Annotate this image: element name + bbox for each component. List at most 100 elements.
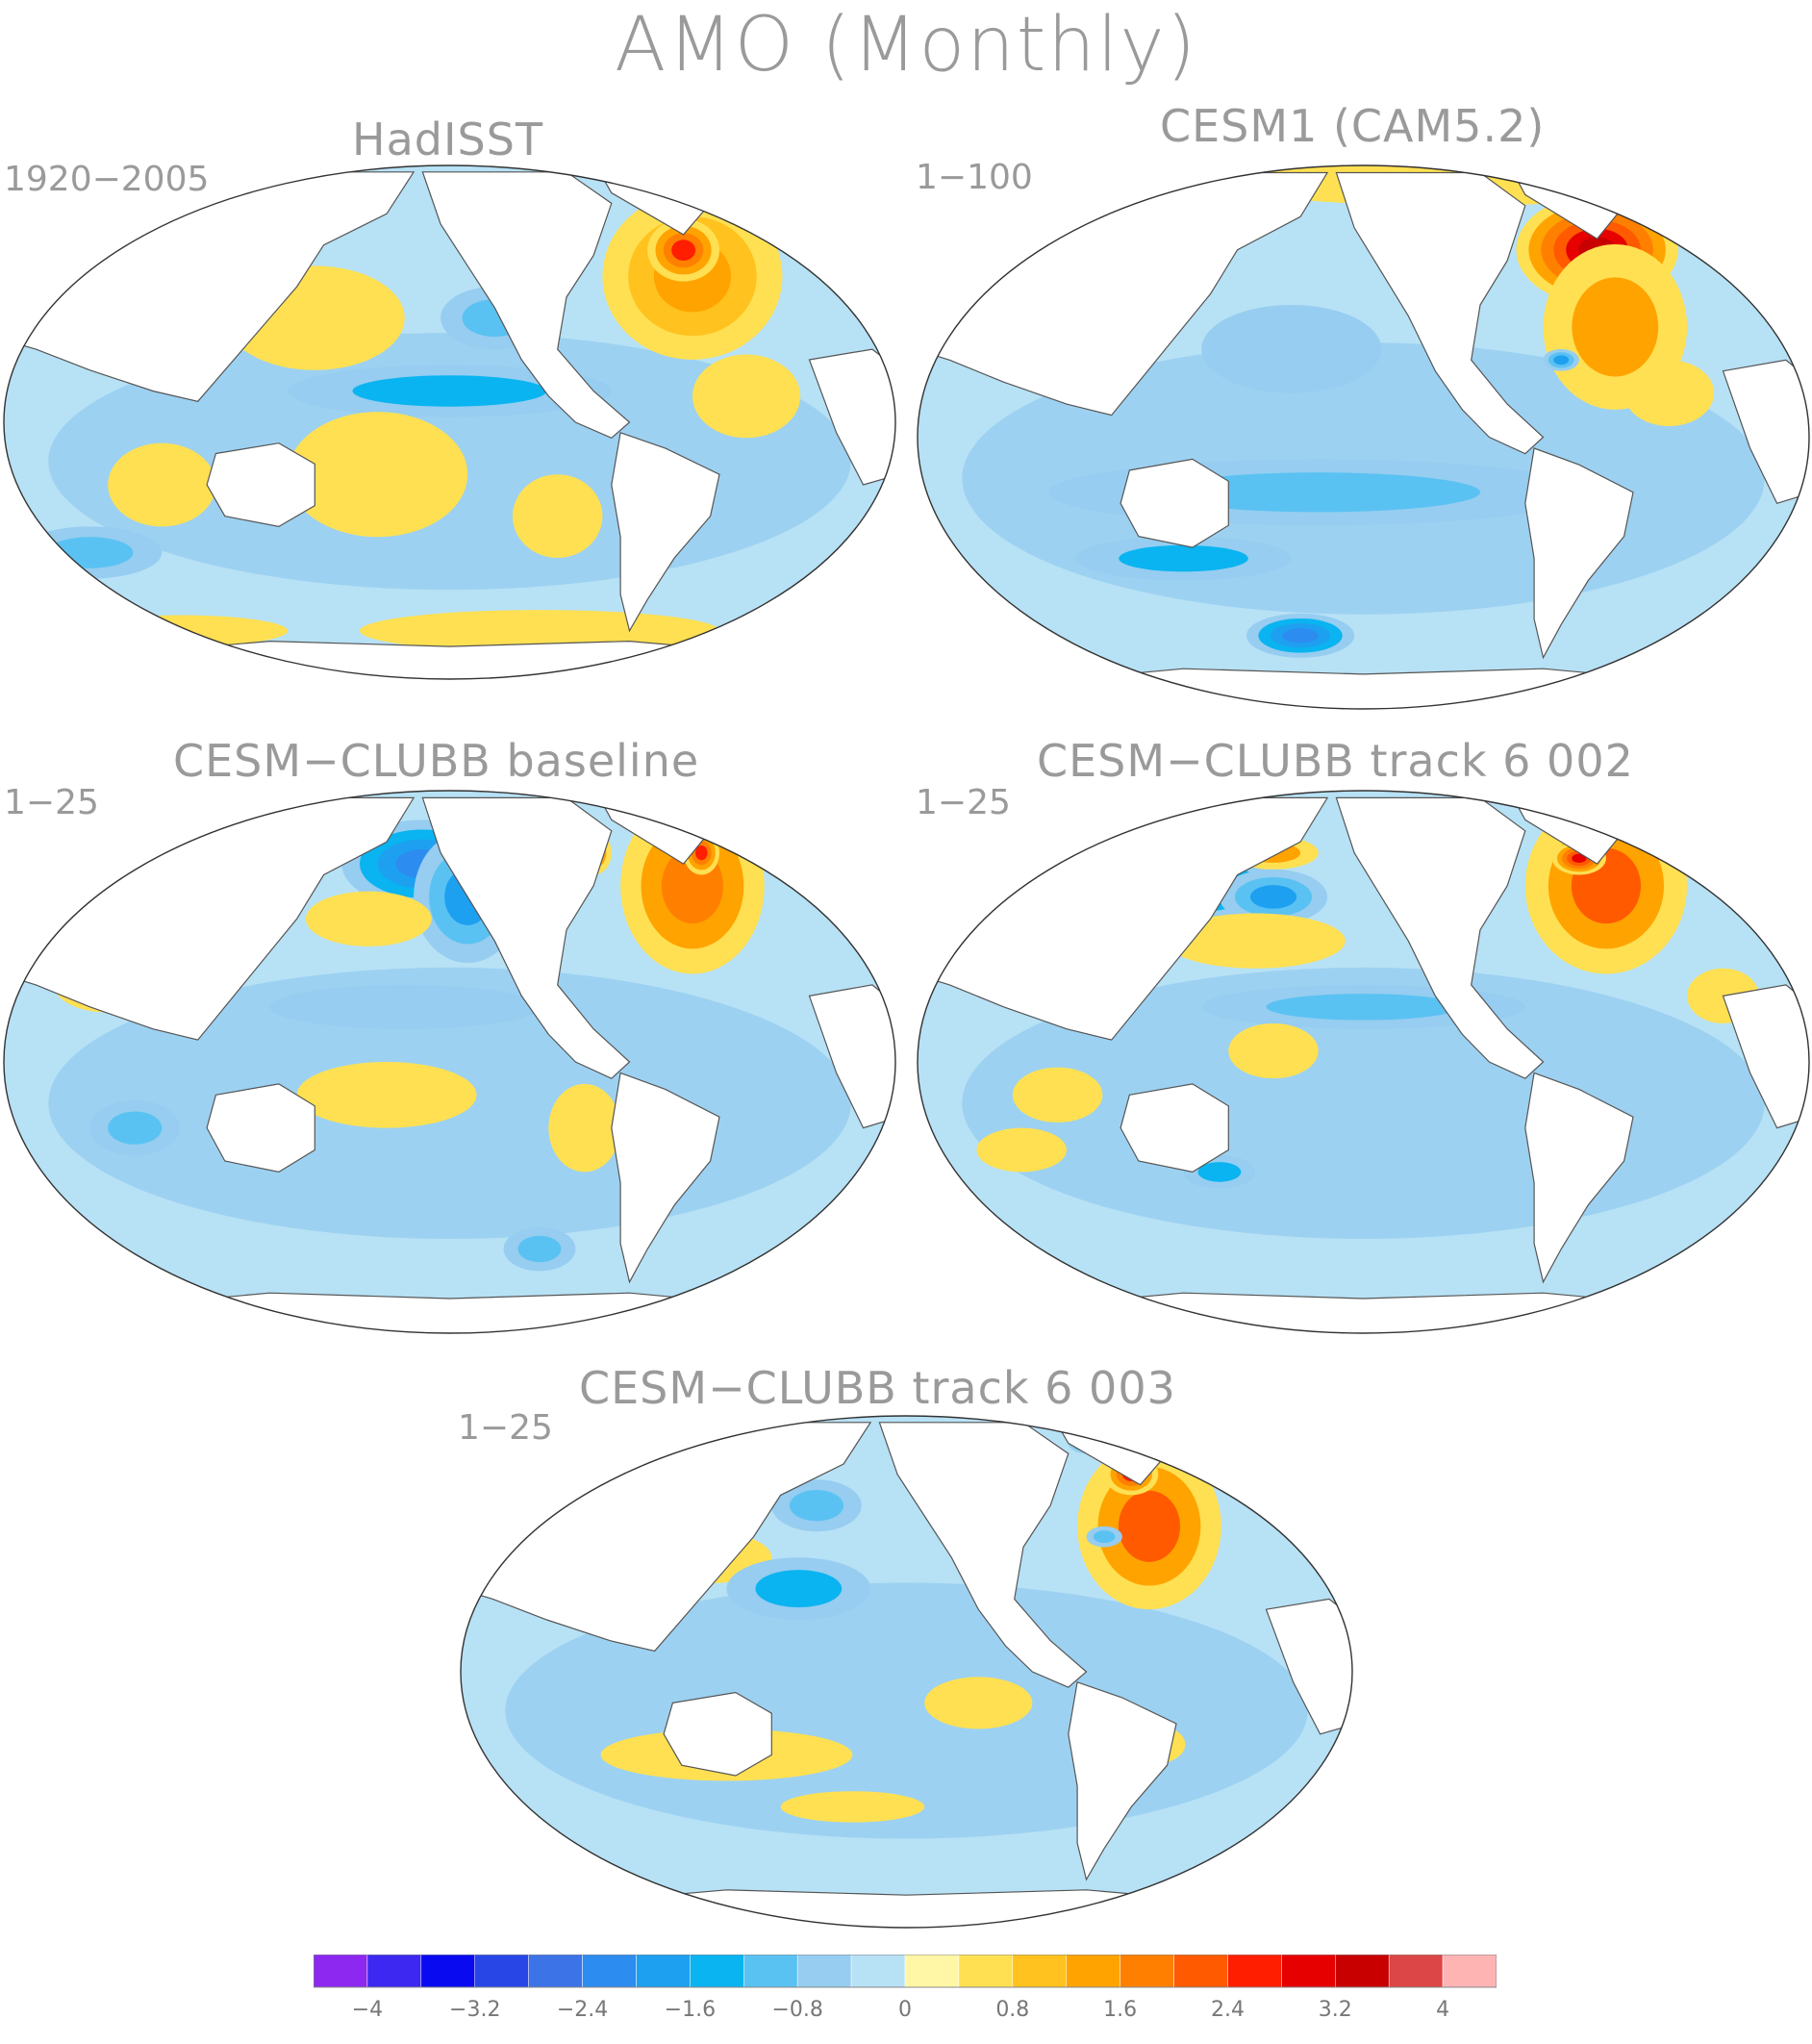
figure-title: AMO (Monthly) (614, 2, 1197, 88)
ocean-field (4, 165, 895, 679)
panel-title: CESM−CLUBB baseline (173, 735, 700, 787)
anomaly-contour (296, 1062, 477, 1128)
colorbar-tick-label: 0 (898, 1998, 912, 2022)
anomaly-contour (1118, 1490, 1181, 1562)
colorbar-tick-label: −0.8 (771, 1998, 822, 2022)
anomaly-contour (288, 412, 468, 538)
map-frame (460, 1415, 1353, 1929)
anomaly-contour (517, 1235, 562, 1263)
anomaly-contour (780, 1791, 925, 1823)
continent-antarctica (89, 1292, 810, 1333)
colorbar-tick-label: −2.4 (557, 1998, 608, 2022)
colorbar-swatch (528, 1955, 583, 1988)
colorbar-swatch (743, 1955, 798, 1988)
colorbar-tick-label: −4 (352, 1998, 383, 2022)
colorbar-swatch (314, 1955, 368, 1988)
colorbar-swatch (1012, 1955, 1067, 1988)
panel-period: 1−25 (458, 1408, 553, 1448)
colorbar-swatch (690, 1955, 744, 1988)
map-plot (3, 164, 896, 680)
panel-title: CESM1 (CAM5.2) (1160, 100, 1546, 152)
anomaly-contour (1165, 913, 1346, 969)
panel-period: 1−25 (4, 783, 99, 822)
ocean-field (461, 1416, 1352, 1928)
map-frame (917, 790, 1810, 1334)
anomaly-contour (755, 1570, 843, 1608)
continent-antarctica (89, 640, 810, 679)
anomaly-contour (269, 984, 540, 1029)
colorbar: −4 −3.2 −2.4 −1.6 −0.8 0 0.8 1.6 2.4 3.2 4 (314, 1955, 1497, 2022)
colorbar-swatch (904, 1955, 960, 1988)
colorbar-tick-label: 3.2 (1319, 1998, 1352, 2022)
anomaly-contour (692, 354, 801, 439)
continent-northAmerica (421, 171, 631, 440)
anomaly-contour (924, 1677, 1033, 1729)
anomaly-contour (1201, 304, 1382, 393)
colorbar-frame (314, 1955, 1497, 1988)
continent-africa (1722, 984, 1809, 1129)
continent-australia (1120, 1083, 1229, 1173)
ocean-field (918, 791, 1809, 1333)
map-plot (3, 790, 896, 1334)
anomaly-contour (976, 1127, 1067, 1173)
colorbar-swatch (850, 1955, 906, 1988)
continent-africa (808, 984, 895, 1129)
anomaly-contour (1119, 544, 1248, 572)
anomaly-contour (548, 1083, 621, 1173)
map-plot (917, 790, 1810, 1334)
anomaly-contour (1197, 1162, 1242, 1182)
anomaly-contour (352, 375, 547, 407)
anomaly-contour (1266, 994, 1461, 1021)
colorbar-swatch (1173, 1955, 1228, 1988)
colorbar-tick-label: 0.8 (995, 1998, 1029, 2022)
continent-africa (1722, 359, 1809, 505)
colorbar-swatch (582, 1955, 637, 1988)
continent-africa (808, 348, 895, 486)
panel-title: CESM−CLUBB track 6 003 (579, 1362, 1176, 1414)
anomaly-contour (46, 537, 134, 568)
colorbar-tick-label: 1.6 (1103, 1998, 1137, 2022)
continent-northAmerica (1335, 171, 1545, 455)
anomaly-contour (71, 615, 289, 647)
continent-antarctica (546, 1889, 1267, 1928)
map-plot (917, 164, 1810, 710)
continent-northAmerica (1335, 796, 1545, 1079)
continent-australia (206, 442, 315, 528)
colorbar-tick-label: 2.4 (1211, 1998, 1245, 2022)
colorbar-tick-label: 4 (1436, 1998, 1449, 2022)
colorbar-swatch (958, 1955, 1014, 1988)
anomaly-contour (1228, 1022, 1319, 1079)
anomaly-contour (305, 891, 432, 946)
ocean-field (4, 791, 895, 1333)
continent-antarctica (1003, 668, 1724, 709)
map-plot (460, 1415, 1353, 1929)
panel-title: HadISST (352, 114, 544, 165)
continent-africa (1265, 1598, 1352, 1735)
map-frame (917, 164, 1810, 710)
continent-southAmerica (611, 432, 720, 633)
colorbar-tick-label: −3.2 (449, 1998, 500, 2022)
map-frame (3, 790, 896, 1334)
continent-southAmerica (1068, 1681, 1177, 1881)
anomaly-contour (1282, 628, 1319, 643)
continent-southAmerica (611, 1072, 720, 1284)
continent-northAmerica (421, 796, 631, 1079)
anomaly-contour (671, 240, 696, 261)
anomaly-contour (512, 474, 603, 558)
continent-australia (206, 1083, 315, 1173)
colorbar-swatch (1335, 1955, 1390, 1988)
panel-period: 1−100 (916, 158, 1033, 197)
colorbar-swatch (474, 1955, 529, 1988)
panel-period: 1920−2005 (4, 160, 210, 199)
colorbar-tick-label: −1.6 (665, 1998, 716, 2022)
anomaly-contour (695, 845, 708, 861)
anomaly-contour (789, 1490, 844, 1522)
anomaly-contour (108, 1111, 163, 1145)
colorbar-swatch (1227, 1955, 1282, 1988)
anomaly-contour (108, 442, 216, 527)
anomaly-contour (1572, 277, 1659, 377)
anomaly-contour (1093, 1530, 1116, 1544)
colorbar-swatch (1066, 1955, 1120, 1988)
colorbar-swatch (636, 1955, 691, 1988)
anomaly-contour (1623, 360, 1715, 427)
